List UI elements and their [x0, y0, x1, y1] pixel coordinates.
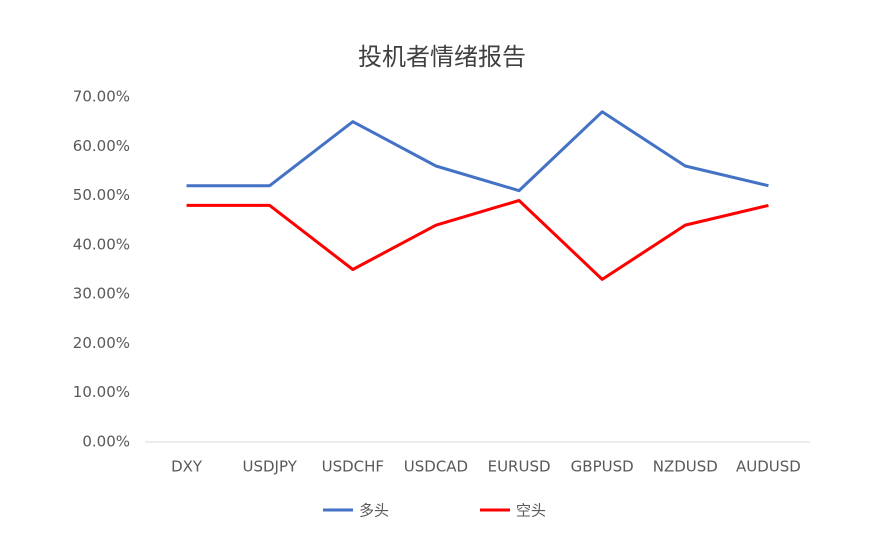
- y-tick-label: 40.00%: [73, 235, 130, 253]
- y-tick-label: 50.00%: [73, 186, 130, 204]
- x-tick-label: USDCAD: [404, 458, 468, 476]
- x-tick-label: DXY: [171, 458, 203, 476]
- y-tick-label: 70.00%: [73, 88, 130, 106]
- series-line: [186, 110, 769, 193]
- x-tick-label: USDJPY: [243, 458, 298, 476]
- chart-title: 投机者情绪报告: [358, 43, 526, 71]
- y-tick-label: 30.00%: [73, 285, 130, 303]
- series-line: [186, 199, 769, 281]
- legend-label: 空头: [516, 502, 546, 520]
- y-tick-label: 60.00%: [73, 137, 130, 155]
- x-tick-label: AUDUSD: [736, 458, 801, 476]
- x-tick-label: USDCHF: [322, 458, 384, 476]
- y-tick-label: 20.00%: [73, 334, 130, 352]
- x-tick-label: NZDUSD: [653, 458, 718, 476]
- y-tick-label: 10.00%: [73, 383, 130, 401]
- legend-label: 多头: [359, 502, 389, 520]
- x-tick-label: GBPUSD: [571, 458, 634, 476]
- x-tick-label: EURUSD: [488, 458, 551, 476]
- y-tick-label: 0.00%: [82, 433, 130, 451]
